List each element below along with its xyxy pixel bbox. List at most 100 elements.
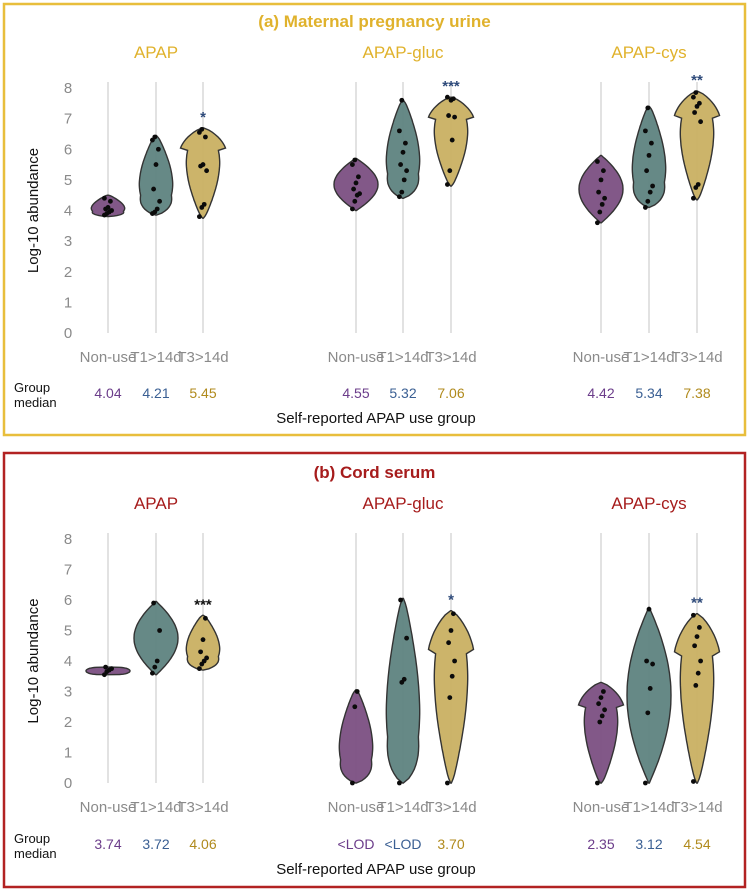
data-point bbox=[643, 780, 648, 786]
data-point bbox=[644, 658, 649, 664]
data-point bbox=[203, 615, 208, 621]
median-row-label: Group bbox=[14, 831, 50, 846]
y-tick-label: 6 bbox=[64, 592, 72, 609]
data-point bbox=[151, 600, 157, 606]
x-tick-label: T1>14d bbox=[623, 799, 674, 816]
data-point bbox=[201, 201, 207, 207]
y-tick-label: 4 bbox=[64, 653, 72, 670]
data-point bbox=[595, 780, 600, 786]
panel-border bbox=[2, 451, 747, 889]
data-point bbox=[646, 606, 652, 612]
data-point bbox=[447, 695, 453, 700]
significance-marker: *** bbox=[194, 596, 212, 613]
data-point bbox=[198, 649, 204, 655]
violin-t1-14d bbox=[626, 606, 672, 784]
median-value: 3.72 bbox=[142, 836, 169, 852]
data-point bbox=[197, 666, 202, 672]
violin-non-use bbox=[577, 681, 625, 784]
x-tick-label: Non-use bbox=[328, 799, 385, 816]
median-row-label: median bbox=[14, 395, 57, 410]
y-tick-label: 1 bbox=[64, 745, 72, 762]
median-value: 3.12 bbox=[635, 836, 662, 852]
data-point bbox=[595, 220, 600, 226]
data-point bbox=[448, 628, 454, 633]
data-point bbox=[647, 686, 653, 691]
data-point bbox=[401, 177, 407, 183]
x-tick-label: T3>14d bbox=[671, 799, 722, 816]
data-point bbox=[152, 134, 158, 140]
data-point bbox=[150, 670, 155, 676]
y-tick-label: 8 bbox=[64, 531, 72, 548]
median-value: <LOD bbox=[338, 836, 375, 852]
median-value: 4.42 bbox=[587, 385, 614, 401]
x-tick-label: T1>14d bbox=[130, 349, 181, 366]
data-point bbox=[156, 146, 161, 152]
data-point bbox=[449, 137, 455, 143]
data-point bbox=[697, 625, 702, 630]
data-point bbox=[697, 100, 702, 106]
data-point bbox=[398, 162, 403, 167]
significance-marker: ** bbox=[691, 72, 703, 89]
y-tick-label: 7 bbox=[64, 111, 72, 128]
x-tick-label: T3>14d bbox=[177, 799, 228, 816]
subplot-title: APAP bbox=[134, 43, 178, 62]
y-tick-label: 3 bbox=[64, 233, 72, 250]
data-point bbox=[400, 149, 406, 155]
median-value: 7.06 bbox=[437, 385, 464, 401]
violin-t1-14d bbox=[138, 134, 174, 216]
data-point bbox=[350, 206, 355, 212]
median-value: 4.04 bbox=[94, 385, 121, 401]
data-point bbox=[645, 198, 651, 204]
data-point bbox=[597, 209, 603, 215]
y-tick-label: 0 bbox=[64, 775, 72, 792]
data-point bbox=[449, 673, 455, 679]
data-point bbox=[601, 689, 606, 694]
x-tick-label: T3>14d bbox=[177, 349, 228, 366]
x-axis-label: Self-reported APAP use group bbox=[276, 861, 476, 878]
data-point bbox=[695, 182, 701, 187]
data-point bbox=[649, 140, 654, 146]
data-point bbox=[350, 162, 355, 167]
data-point bbox=[646, 152, 652, 158]
median-value: 7.38 bbox=[683, 385, 710, 401]
data-point bbox=[597, 719, 603, 725]
data-point bbox=[447, 168, 453, 174]
panel-title: (a) Maternal pregnancy urine bbox=[258, 12, 490, 31]
x-tick-label: Non-use bbox=[573, 799, 630, 816]
median-row-label: Group bbox=[14, 380, 50, 395]
data-point bbox=[356, 174, 361, 180]
data-point bbox=[693, 90, 699, 95]
y-tick-label: 4 bbox=[64, 203, 72, 220]
subplot-title: APAP-cys bbox=[611, 494, 686, 513]
data-point bbox=[643, 128, 648, 134]
data-point bbox=[203, 134, 208, 140]
y-axis-label: Log-10 abundance bbox=[25, 598, 42, 723]
data-point bbox=[692, 110, 697, 115]
data-point bbox=[599, 713, 605, 719]
data-point bbox=[352, 157, 358, 163]
data-point bbox=[404, 168, 409, 174]
data-point bbox=[602, 707, 607, 713]
data-point bbox=[698, 658, 703, 664]
data-point bbox=[204, 655, 210, 661]
data-point bbox=[446, 640, 451, 646]
y-tick-label: 3 bbox=[64, 684, 72, 701]
y-tick-label: 1 bbox=[64, 294, 72, 311]
data-point bbox=[403, 140, 408, 146]
data-point bbox=[602, 195, 607, 201]
data-point bbox=[357, 191, 362, 197]
y-tick-label: 8 bbox=[64, 80, 72, 97]
subplot-title: APAP-gluc bbox=[363, 494, 444, 513]
subplot-title: APAP-cys bbox=[611, 43, 686, 62]
data-point bbox=[154, 658, 160, 664]
data-point bbox=[401, 676, 407, 682]
data-point bbox=[109, 208, 114, 213]
data-point bbox=[691, 94, 696, 100]
subplot-title: APAP-gluc bbox=[363, 43, 444, 62]
x-tick-label: Non-use bbox=[328, 349, 385, 366]
median-value: 4.54 bbox=[683, 836, 710, 852]
data-point bbox=[404, 635, 409, 641]
